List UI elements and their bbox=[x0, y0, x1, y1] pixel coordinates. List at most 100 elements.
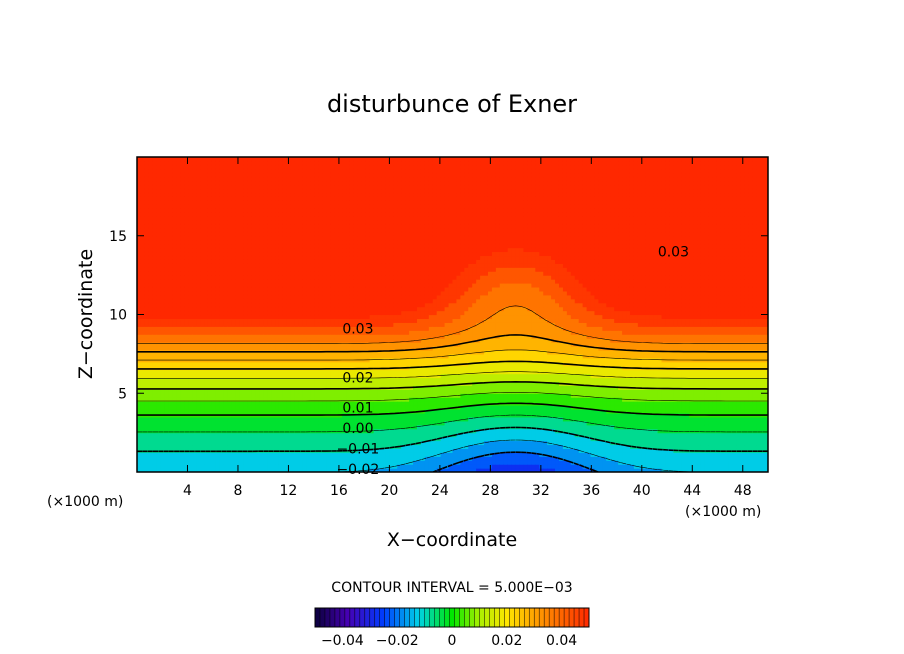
contour-cell bbox=[235, 168, 241, 174]
contour-cell bbox=[140, 353, 146, 359]
contour-cell bbox=[251, 239, 256, 245]
contour-cell bbox=[172, 223, 178, 229]
contour-cell bbox=[334, 409, 339, 414]
contour-cell bbox=[144, 342, 150, 347]
contour-cell bbox=[267, 294, 272, 300]
contour-cell bbox=[326, 223, 331, 229]
contour-cell bbox=[286, 192, 292, 197]
contour-cell bbox=[227, 212, 233, 217]
contour-cell bbox=[357, 208, 363, 213]
contour-cell bbox=[267, 361, 272, 367]
contour-cell bbox=[192, 468, 197, 472]
contour-cell bbox=[235, 373, 241, 379]
contour-cell bbox=[310, 279, 316, 284]
contour-cell bbox=[192, 436, 197, 442]
contour-cell bbox=[172, 381, 178, 386]
contour-cell bbox=[318, 318, 323, 323]
contour-cell bbox=[180, 231, 185, 237]
contour-cell bbox=[377, 405, 383, 410]
contour-cell bbox=[148, 444, 154, 449]
contour-cell bbox=[219, 322, 225, 327]
contour-cell bbox=[172, 369, 178, 375]
contour-cell bbox=[188, 310, 193, 316]
contour-cell bbox=[172, 440, 178, 446]
contour-cell bbox=[361, 393, 367, 398]
contour-cell bbox=[215, 452, 221, 457]
contour-cell bbox=[271, 227, 276, 233]
contour-cell bbox=[346, 436, 351, 442]
contour-cell bbox=[286, 401, 292, 406]
contour-cell bbox=[294, 235, 300, 241]
contour-cell bbox=[357, 290, 363, 296]
contour-cell bbox=[227, 180, 233, 186]
contour-cell bbox=[204, 369, 209, 375]
contour-cell bbox=[282, 397, 288, 402]
contour-cell bbox=[160, 468, 166, 472]
contour-cell bbox=[144, 389, 150, 394]
contour-cell bbox=[247, 227, 252, 233]
contour-cell bbox=[164, 409, 170, 414]
contour-cell bbox=[306, 263, 312, 268]
contour-cell bbox=[373, 251, 379, 257]
contour-cell bbox=[357, 247, 363, 253]
contour-cell bbox=[314, 393, 320, 398]
contour-cell bbox=[255, 346, 260, 351]
contour-cell bbox=[247, 204, 252, 209]
contour-cell bbox=[338, 243, 343, 249]
contour-cell bbox=[251, 212, 256, 217]
contour-cell bbox=[215, 204, 221, 209]
contour-cell bbox=[243, 338, 249, 343]
contour-cell bbox=[148, 436, 154, 442]
contour-cell bbox=[243, 397, 249, 402]
contour-cell bbox=[247, 334, 252, 339]
contour-cell bbox=[271, 330, 276, 335]
contour-cell bbox=[361, 436, 367, 442]
contour-cell bbox=[176, 164, 181, 170]
contour-cell bbox=[334, 342, 339, 347]
contour-cell bbox=[271, 346, 276, 351]
contour-cell bbox=[231, 318, 237, 323]
contour-cell bbox=[204, 275, 209, 280]
contour-cell bbox=[196, 322, 201, 327]
contour-cell bbox=[357, 294, 363, 300]
contour-cell bbox=[196, 381, 201, 386]
contour-cell bbox=[188, 239, 193, 245]
contour-cell bbox=[176, 188, 181, 194]
contour-cell bbox=[215, 405, 221, 410]
contour-cell bbox=[290, 338, 296, 343]
contour-cell bbox=[298, 436, 304, 442]
contour-cell bbox=[148, 279, 154, 284]
contour-cell bbox=[235, 310, 241, 316]
contour-cell bbox=[196, 220, 201, 225]
contour-cell bbox=[137, 428, 142, 434]
contour-cell bbox=[314, 255, 320, 260]
contour-cell bbox=[267, 160, 272, 166]
contour-cell bbox=[381, 357, 387, 363]
contour-cell bbox=[204, 160, 209, 166]
contour-cell bbox=[144, 231, 150, 237]
contour-cell bbox=[231, 440, 237, 446]
contour-cell bbox=[377, 267, 383, 272]
contour-cell bbox=[184, 267, 189, 272]
contour-cell bbox=[381, 381, 387, 386]
contour-cell bbox=[184, 204, 189, 209]
contour-cell bbox=[271, 200, 276, 205]
contour-cell bbox=[330, 164, 335, 170]
contour-cell bbox=[152, 330, 158, 335]
contour-cell bbox=[267, 346, 272, 351]
contour-cell bbox=[322, 208, 327, 213]
contour-cell bbox=[180, 168, 185, 174]
contour-cell bbox=[334, 385, 339, 390]
contour-cell bbox=[267, 157, 272, 162]
contour-cell bbox=[140, 223, 146, 229]
contour-cell bbox=[207, 220, 213, 225]
contour-cell bbox=[231, 168, 237, 174]
contour-cell bbox=[373, 247, 379, 253]
contour-cell bbox=[140, 460, 146, 465]
contour-cell bbox=[365, 342, 371, 347]
contour-cell bbox=[192, 424, 197, 430]
contour-cell bbox=[290, 424, 296, 430]
contour-cell bbox=[215, 267, 221, 272]
contour-cell bbox=[314, 283, 320, 288]
contour-cell bbox=[334, 290, 339, 296]
